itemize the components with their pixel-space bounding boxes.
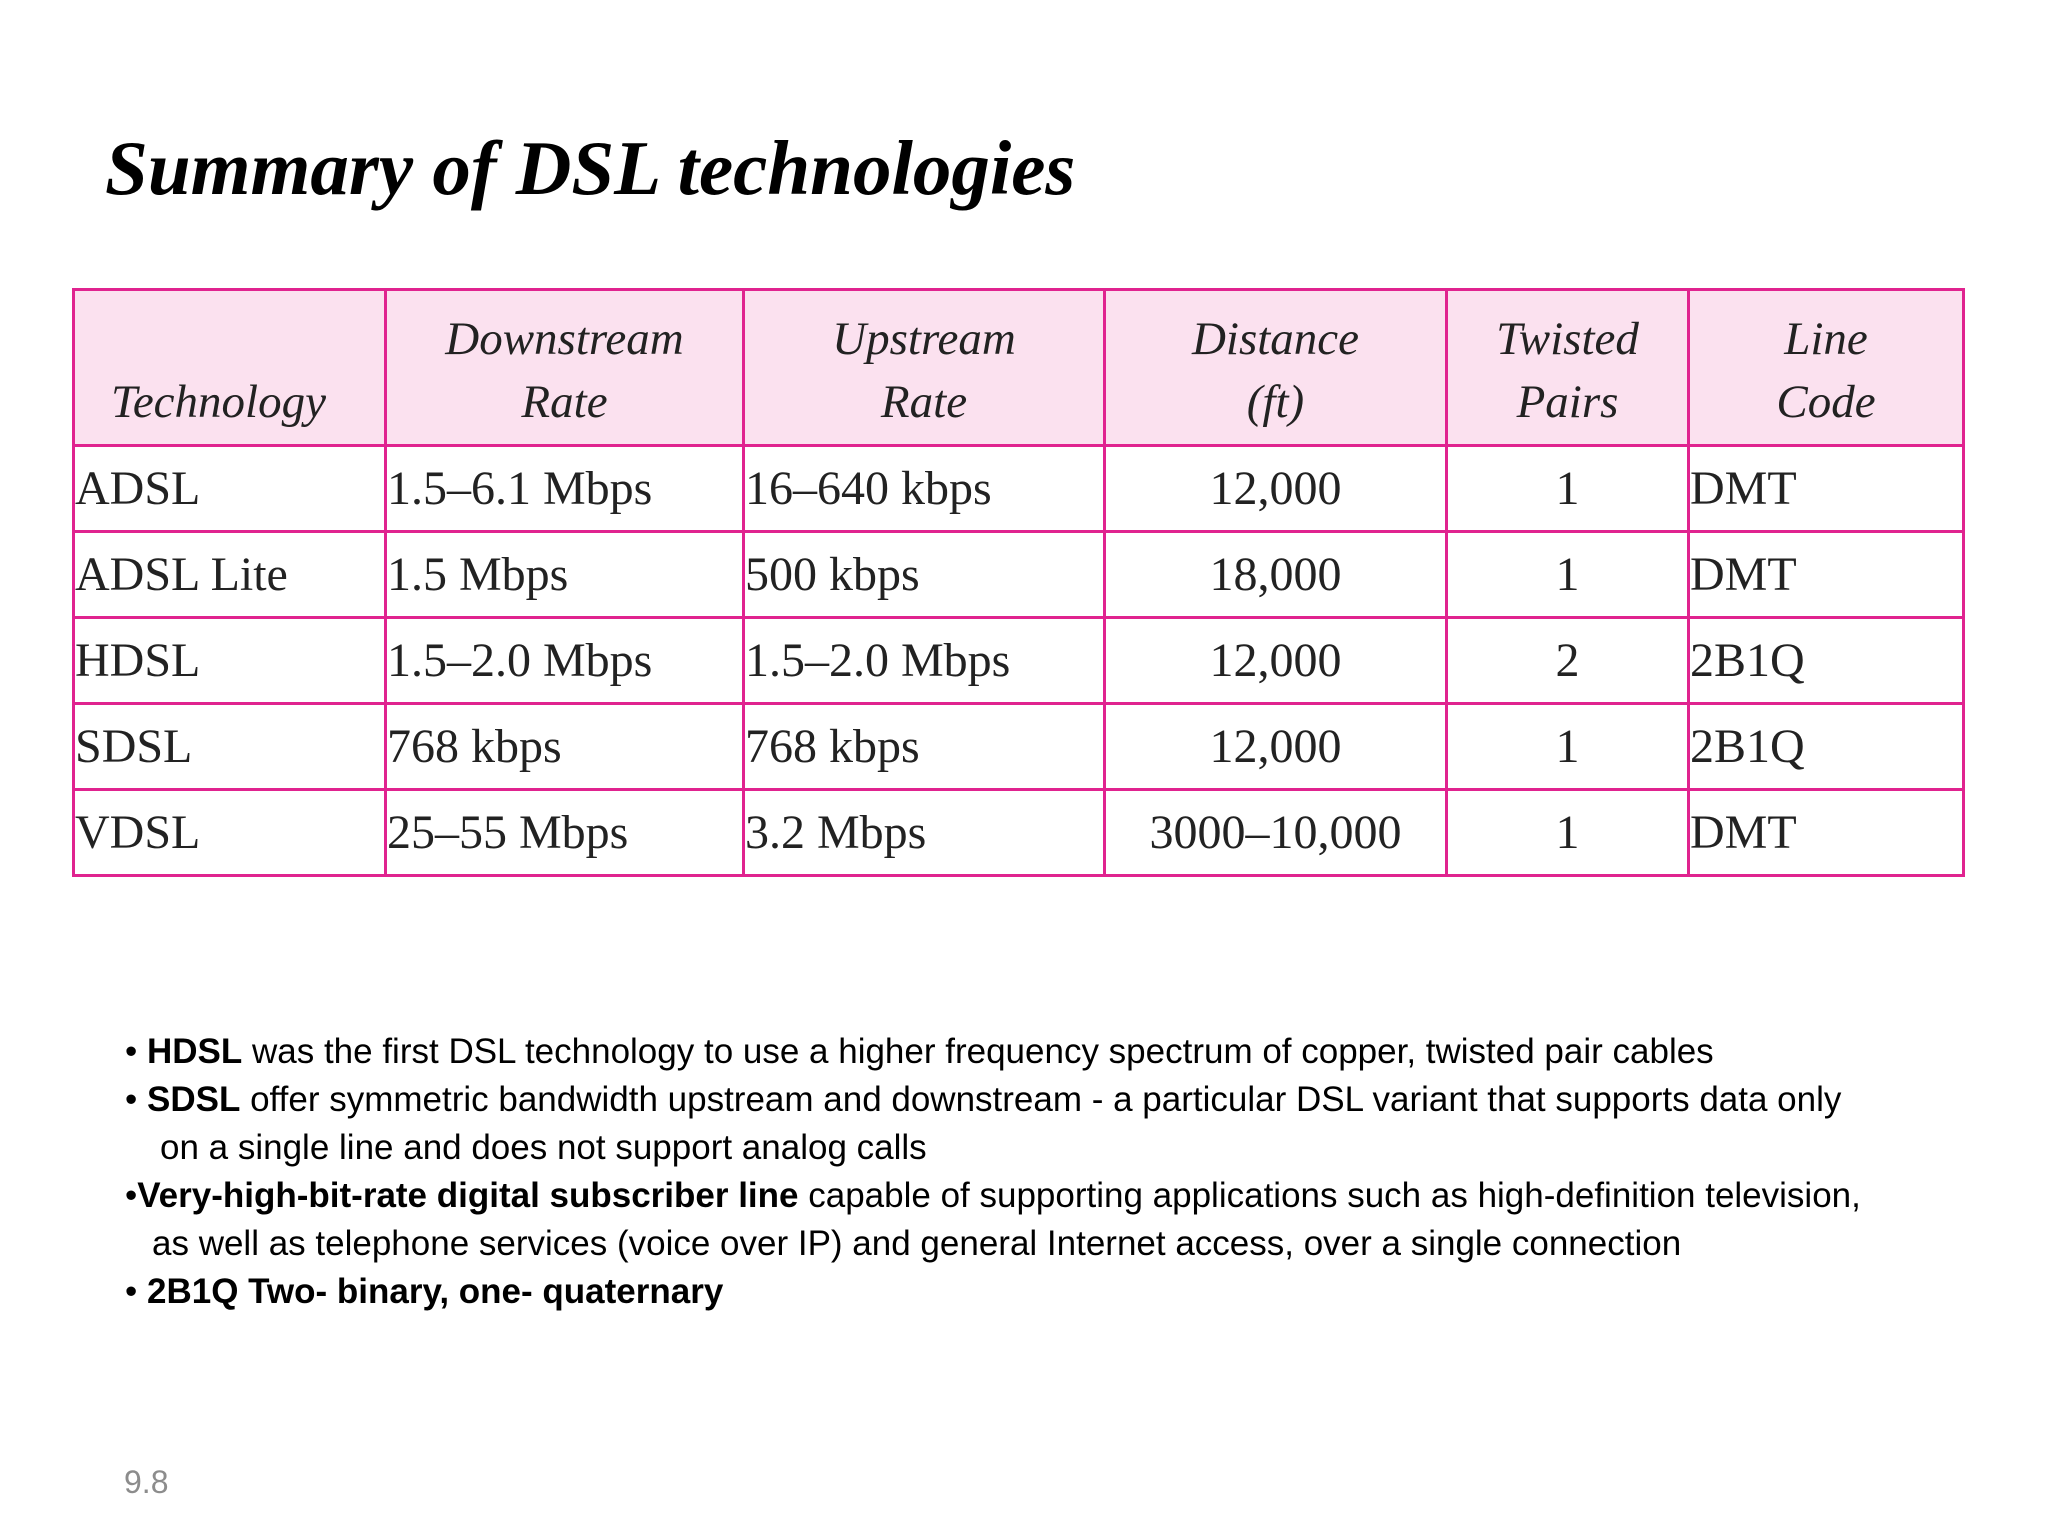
header-distance: Distance (ft) bbox=[1103, 288, 1448, 447]
cell-upstream-rate: 768 kbps bbox=[742, 702, 1106, 791]
header-twisted-pairs: Twisted Pairs bbox=[1445, 288, 1690, 447]
cell-line-code: 2B1Q bbox=[1687, 702, 1965, 791]
cell-distance: 12,000 bbox=[1103, 616, 1448, 705]
note-text: offer symmetric bandwidth upstream and d… bbox=[240, 1080, 1842, 1119]
cell-upstream-rate: 3.2 Mbps bbox=[742, 788, 1106, 877]
notes-list: • HDSL was the first DSL technology to u… bbox=[125, 1028, 1985, 1316]
cell-downstream-rate: 1.5–2.0 Mbps bbox=[384, 616, 745, 705]
table-row: VDSL 25–55 Mbps 3.2 Mbps 3000–10,000 1 D… bbox=[72, 788, 1965, 877]
note-hdsl: • HDSL was the first DSL technology to u… bbox=[125, 1028, 1985, 1076]
table-row: SDSL 768 kbps 768 kbps 12,000 1 2B1Q bbox=[72, 702, 1965, 791]
note-text: was the first DSL technology to use a hi… bbox=[242, 1032, 1714, 1071]
note-term: HDSL bbox=[146, 1032, 243, 1071]
cell-twisted-pairs: 1 bbox=[1445, 530, 1690, 619]
cell-line-code: DMT bbox=[1687, 444, 1965, 533]
dsl-summary-table: Technology Downstream Rate Upstream Rate… bbox=[72, 288, 1965, 877]
note-term: SDSL bbox=[146, 1080, 241, 1119]
note-term: 2B1Q Two- binary, one- quaternary bbox=[146, 1272, 724, 1311]
note-text: capable of supporting applications such … bbox=[798, 1176, 1861, 1215]
cell-technology: SDSL bbox=[72, 702, 387, 791]
cell-upstream-rate: 500 kbps bbox=[742, 530, 1106, 619]
cell-line-code: DMT bbox=[1687, 788, 1965, 877]
header-line: Technology bbox=[111, 376, 326, 428]
bullet: • bbox=[125, 1080, 147, 1119]
cell-downstream-rate: 1.5 Mbps bbox=[384, 530, 745, 619]
cell-line-code: DMT bbox=[1687, 530, 1965, 619]
cell-distance: 12,000 bbox=[1103, 702, 1448, 791]
note-vdsl-continuation: as well as telephone services (voice ove… bbox=[152, 1224, 1682, 1263]
cell-distance: 3000–10,000 bbox=[1103, 788, 1448, 877]
note-term: Very-high-bit-rate digital subscriber li… bbox=[137, 1176, 799, 1215]
cell-upstream-rate: 1.5–2.0 Mbps bbox=[742, 616, 1106, 705]
cell-upstream-rate: 16–640 kbps bbox=[742, 444, 1106, 533]
note-vdsl: •Very-high-bit-rate digital subscriber l… bbox=[125, 1172, 1985, 1220]
bullet: • bbox=[125, 1032, 147, 1071]
header-technology: Technology bbox=[72, 288, 387, 447]
cell-technology: VDSL bbox=[72, 788, 387, 877]
header-line: Rate bbox=[880, 376, 968, 428]
note-2b1q: • 2B1Q Two- binary, one- quaternary bbox=[125, 1268, 1985, 1316]
bullet: • bbox=[125, 1176, 138, 1215]
header-line: Line bbox=[1784, 313, 1868, 365]
header-downstream-rate: Downstream Rate bbox=[384, 288, 745, 447]
cell-technology: ADSL Lite bbox=[72, 530, 387, 619]
table-row: ADSL Lite 1.5 Mbps 500 kbps 18,000 1 DMT bbox=[72, 530, 1965, 619]
cell-twisted-pairs: 1 bbox=[1445, 788, 1690, 877]
table-row: ADSL 1.5–6.1 Mbps 16–640 kbps 12,000 1 D… bbox=[72, 444, 1965, 533]
cell-twisted-pairs: 1 bbox=[1445, 702, 1690, 791]
note-sdsl: • SDSL offer symmetric bandwidth upstrea… bbox=[125, 1076, 1985, 1124]
cell-technology: ADSL bbox=[72, 444, 387, 533]
header-line: Rate bbox=[521, 376, 608, 428]
cell-technology: HDSL bbox=[72, 616, 387, 705]
cell-downstream-rate: 1.5–6.1 Mbps bbox=[384, 444, 745, 533]
bullet: • bbox=[125, 1272, 147, 1311]
note-sdsl-continuation: on a single line and does not support an… bbox=[160, 1128, 927, 1167]
header-line: Code bbox=[1776, 376, 1876, 428]
cell-downstream-rate: 768 kbps bbox=[384, 702, 745, 791]
cell-distance: 12,000 bbox=[1103, 444, 1448, 533]
slide-title: Summary of DSL technologies bbox=[105, 125, 1076, 211]
cell-twisted-pairs: 2 bbox=[1445, 616, 1690, 705]
table-row: HDSL 1.5–2.0 Mbps 1.5–2.0 Mbps 12,000 2 … bbox=[72, 616, 1965, 705]
cell-distance: 18,000 bbox=[1103, 530, 1448, 619]
table-header-row: Technology Downstream Rate Upstream Rate… bbox=[72, 288, 1965, 447]
header-line: Pairs bbox=[1516, 376, 1619, 428]
header-line-code: Line Code bbox=[1687, 288, 1965, 447]
header-line: Distance bbox=[1191, 313, 1360, 365]
header-line: (ft) bbox=[1246, 376, 1305, 428]
header-line: Twisted bbox=[1496, 313, 1639, 365]
cell-twisted-pairs: 1 bbox=[1445, 444, 1690, 533]
header-line: Upstream bbox=[832, 313, 1016, 365]
header-upstream-rate: Upstream Rate bbox=[742, 288, 1106, 447]
cell-downstream-rate: 25–55 Mbps bbox=[384, 788, 745, 877]
cell-line-code: 2B1Q bbox=[1687, 616, 1965, 705]
header-line: Downstream bbox=[445, 313, 684, 365]
slide-page-number: 9.8 bbox=[124, 1464, 169, 1500]
